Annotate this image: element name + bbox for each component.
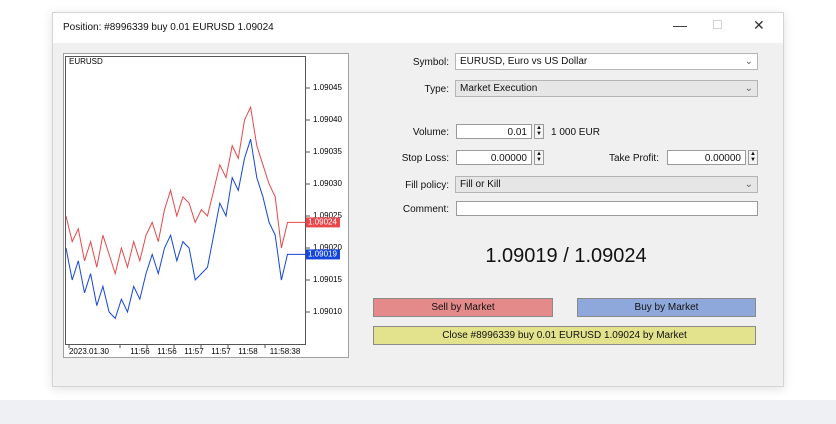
- y-tick-label: 1.09020: [313, 243, 342, 252]
- y-tick-label: 1.09045: [313, 83, 342, 92]
- stop-loss-label: Stop Loss:: [401, 153, 449, 164]
- last-price-label: 1.09024: [308, 218, 337, 227]
- x-tick-label: 11:57: [184, 347, 204, 356]
- price-line: [65, 139, 306, 320]
- buy-button[interactable]: Buy by Market: [577, 298, 756, 317]
- volume-note: 1 000 EUR: [551, 127, 600, 138]
- fill-policy-value: Fill or Kill: [460, 179, 501, 190]
- last-price-label: 1.09019: [308, 250, 337, 259]
- symbol-dropdown[interactable]: EURUSD, Euro vs US Dollar ⌄: [455, 53, 758, 70]
- type-value: Market Execution: [460, 83, 538, 94]
- x-tick-label: 11:57: [211, 347, 231, 356]
- price-line: [65, 105, 306, 276]
- minimize-button[interactable]: —: [673, 17, 687, 33]
- last-price-box: [306, 249, 340, 260]
- sell-button[interactable]: Sell by Market: [373, 298, 553, 317]
- maximize-button[interactable]: ☐: [712, 18, 723, 32]
- x-tick-label: 11:58: [238, 347, 258, 356]
- stop-loss-spinner[interactable]: ▲ ▼: [534, 150, 544, 165]
- fill-policy-dropdown[interactable]: Fill or Kill ⌄: [455, 176, 758, 193]
- y-tick-label: 1.09010: [313, 307, 342, 316]
- y-tick-label: 1.09025: [313, 211, 342, 220]
- comment-input[interactable]: [456, 201, 758, 216]
- volume-spinner[interactable]: ▲ ▼: [534, 124, 544, 139]
- y-tick-label: 1.09040: [313, 115, 342, 124]
- comment-label: Comment:: [402, 204, 449, 215]
- close-position-button[interactable]: Close #8996339 buy 0.01 EURUSD 1.09024 b…: [373, 326, 756, 345]
- take-profit-input[interactable]: 0.00000: [667, 150, 746, 165]
- title-bar: Position: #8996339 buy 0.01 EURUSD 1.090…: [53, 13, 783, 43]
- plot-area: [65, 56, 306, 345]
- take-profit-spinner[interactable]: ▲ ▼: [748, 150, 758, 165]
- chart-symbol: EURUSD: [69, 57, 103, 66]
- last-price-box: [306, 217, 340, 228]
- symbol-label: Symbol:: [412, 57, 449, 68]
- background-band: [0, 400, 836, 424]
- x-tick-label: 11:56: [157, 347, 177, 356]
- window-title: Position: #8996339 buy 0.01 EURUSD 1.090…: [63, 22, 274, 33]
- close-button[interactable]: ✕: [753, 17, 765, 33]
- y-tick-label: 1.09015: [313, 275, 342, 284]
- quote: 1.09019 / 1.09024: [485, 245, 647, 267]
- symbol-value: EURUSD, Euro vs US Dollar: [460, 56, 588, 67]
- x-tick-label: 2023.01.30: [69, 347, 110, 356]
- order-window: Position: #8996339 buy 0.01 EURUSD 1.090…: [52, 12, 784, 387]
- x-tick-label: 11:56: [130, 347, 150, 356]
- chart-frame: [63, 53, 349, 358]
- stop-loss-input[interactable]: 0.00000: [456, 150, 532, 165]
- y-tick-label: 1.09035: [313, 147, 342, 156]
- volume-label: Volume:: [412, 127, 449, 138]
- x-tick-label: 11:58:38: [270, 347, 301, 356]
- fill-policy-label: Fill policy:: [405, 180, 449, 191]
- type-label: Type:: [424, 84, 449, 95]
- take-profit-label: Take Profit:: [608, 153, 659, 164]
- y-tick-label: 1.09030: [313, 179, 342, 188]
- type-dropdown[interactable]: Market Execution ⌄: [455, 80, 758, 97]
- tick-chart: EURUSD 1.09045 1.09040 1.09035 1.09030 1.090…: [63, 53, 349, 358]
- volume-input[interactable]: 0.01: [456, 124, 532, 139]
